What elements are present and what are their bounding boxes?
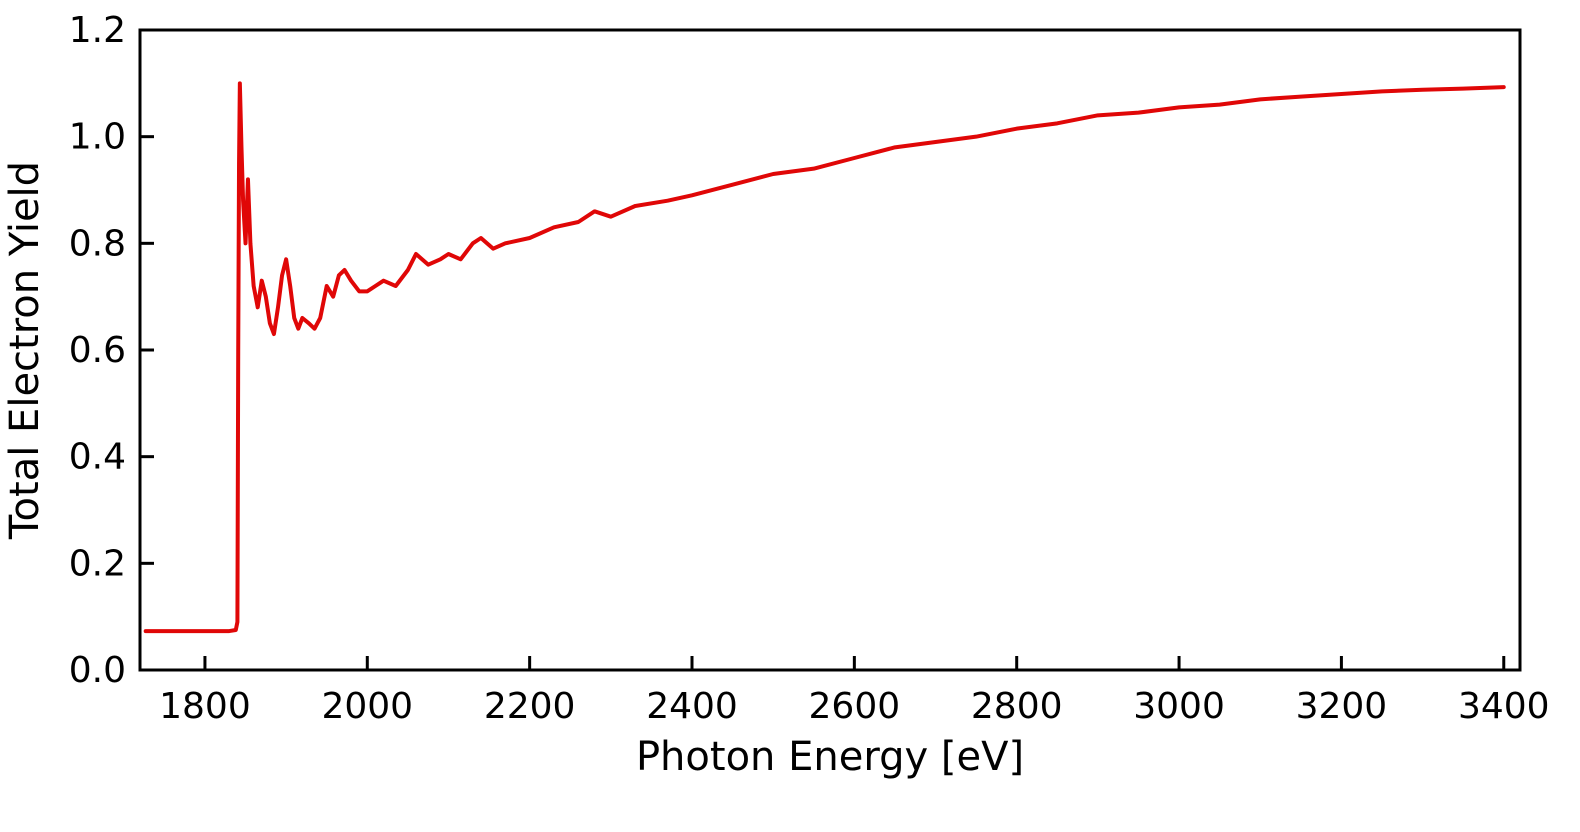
x-tick-label: 2000 <box>321 686 413 727</box>
y-tick-label: 1.0 <box>69 117 126 158</box>
spectrum-chart: 1800 2000 2200 2400 2600 2800 3000 3200 3400 0.0 0… <box>0 0 1580 832</box>
x-tick-label: 2600 <box>809 686 901 727</box>
y-tick-label: 0.8 <box>69 223 126 264</box>
y-tick-label: 1.2 <box>69 10 126 51</box>
y-tick-label: 0.6 <box>69 330 126 371</box>
x-tick-label: 2800 <box>971 686 1063 727</box>
x-axis-label: Photon Energy [eV] <box>636 734 1024 780</box>
y-axis-label: Total Electron Yield <box>2 161 48 540</box>
x-tick-label: 1800 <box>159 686 251 727</box>
y-tick-label: 0.0 <box>69 650 126 691</box>
x-tick-label: 2200 <box>484 686 576 727</box>
x-tick-label: 2400 <box>646 686 738 727</box>
chart-container: 1800 2000 2200 2400 2600 2800 3000 3200 3400 0.0 0… <box>0 0 1580 832</box>
x-tick-label: 3400 <box>1458 686 1550 727</box>
y-tick-label: 0.2 <box>69 543 126 584</box>
y-tick-label: 0.4 <box>69 437 126 478</box>
x-tick-label: 3200 <box>1296 686 1388 727</box>
x-tick-label: 3000 <box>1133 686 1225 727</box>
